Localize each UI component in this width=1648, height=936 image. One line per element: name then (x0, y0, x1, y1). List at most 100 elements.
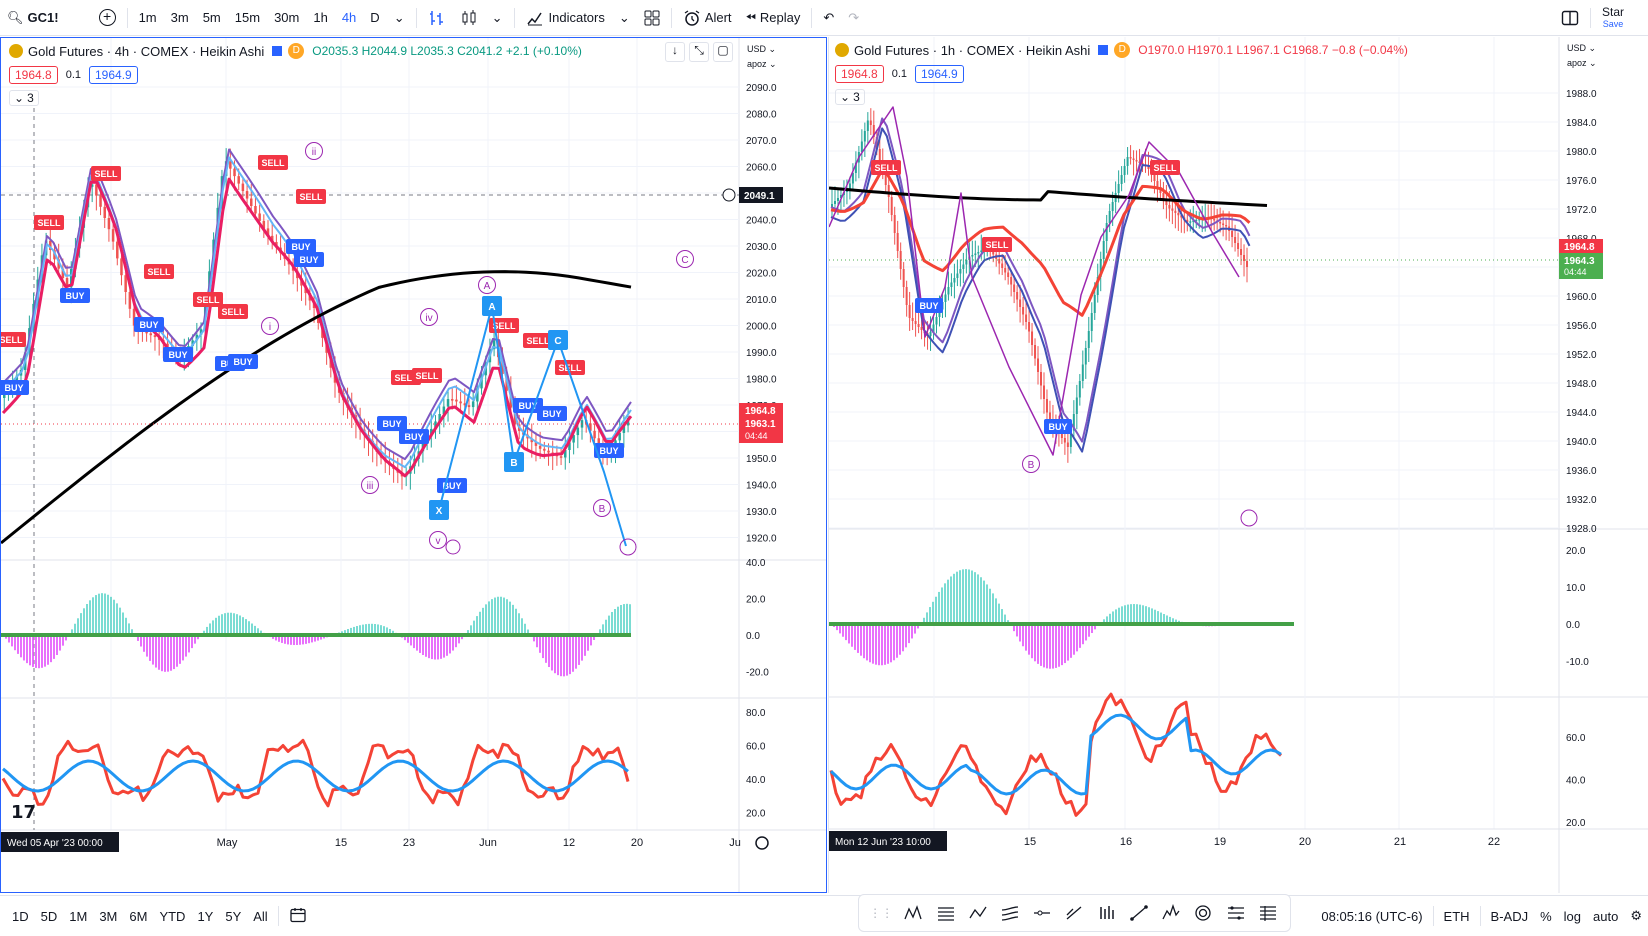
abc-pattern-icon[interactable] (966, 901, 990, 925)
oscillator-bar (518, 613, 520, 635)
add-alert-icon[interactable] (722, 188, 736, 202)
session-toggle[interactable]: ETH (1443, 908, 1470, 924)
fib-retracement-icon[interactable] (934, 901, 958, 925)
chevron-down-icon: ⌄ (393, 9, 405, 25)
right-bid-price[interactable]: 1964.8 (835, 65, 884, 83)
buy-signal-label: BUY (299, 255, 318, 265)
scale-mode-selector[interactable]: apoz ⌄ (1567, 58, 1597, 68)
trend-angle-icon[interactable] (1062, 901, 1086, 925)
oscillator-bar (470, 625, 472, 635)
interval-dropdown[interactable]: ⌄ (387, 0, 412, 36)
goto-date-button[interactable] (283, 906, 313, 927)
range-1y[interactable]: 1Y (197, 908, 214, 924)
fib-channel-icon[interactable] (998, 901, 1022, 925)
redo-button[interactable]: ↷ (841, 0, 866, 36)
alert-button[interactable]: Alert (676, 0, 739, 36)
settings-button[interactable]: ⚙ (1624, 908, 1648, 924)
percent-scale-toggle[interactable]: % (1540, 908, 1552, 924)
clock-readout[interactable]: 08:05:16 (UTC-6) (1321, 908, 1423, 924)
right-chart-title[interactable]: Gold Futures · 1h · COMEX · Heikin Ashi (854, 42, 1091, 58)
heikin-ashi-candle (149, 333, 153, 336)
time-tick-label: Ju (729, 837, 741, 849)
right-chart-canvas[interactable]: 1988.01984.01980.01976.01972.01968.01964… (829, 37, 1648, 893)
adjustment-toggle[interactable]: B-ADJ (1490, 908, 1529, 924)
range-all[interactable]: All (253, 908, 268, 924)
compare-add-button[interactable]: + (92, 0, 123, 36)
interval-15m[interactable]: 15m (234, 10, 261, 25)
oscillator-bar (1067, 624, 1069, 661)
time-tick-label: 21 (1394, 836, 1406, 848)
left-ask-price[interactable]: 1964.9 (89, 66, 138, 84)
oscillator-bar (950, 576, 952, 624)
gann-fan-icon[interactable] (1256, 901, 1280, 925)
range-3m[interactable]: 3M (99, 908, 118, 924)
chart-type-bars-button[interactable] (421, 0, 453, 36)
collapse-button[interactable]: ⤡ (689, 42, 709, 62)
range-5y[interactable]: 5Y (225, 908, 242, 924)
undo-button[interactable]: ↶ (816, 0, 841, 36)
indicators-button[interactable]: Indicators (519, 0, 612, 36)
maximize-button[interactable]: ▢ (713, 42, 733, 62)
heikin-ashi-candle (1075, 397, 1078, 414)
heikin-ashi-candle (199, 329, 203, 335)
oscillator-bar (509, 601, 511, 635)
left-chart-title[interactable]: Gold Futures · 4h · COMEX · Heikin Ashi (28, 43, 265, 59)
interval-1h[interactable]: 1h (313, 10, 328, 25)
right-ask-price[interactable]: 1964.9 (915, 65, 964, 83)
range-1d[interactable]: 1D (12, 908, 29, 924)
interval-4h[interactable]: 4h (341, 10, 357, 25)
save-layout-button[interactable]: Star Save (1595, 0, 1648, 36)
interval-30m[interactable]: 30m (274, 10, 300, 25)
gear-icon[interactable] (755, 836, 769, 850)
left-indicator-toggle[interactable]: ⌄ 3 (9, 90, 39, 106)
chart-type-dropdown[interactable]: ⌄ (485, 0, 510, 36)
bars-pattern-icon[interactable] (1095, 901, 1119, 925)
layout-button[interactable] (637, 0, 667, 36)
right-chart-pane[interactable]: 1988.01984.01980.01976.01972.01968.01964… (828, 37, 1648, 893)
interval-d[interactable]: D (370, 10, 380, 25)
log-scale-toggle[interactable]: log (1563, 908, 1582, 924)
symbol-search[interactable]: 🔍︎ GC1! (0, 0, 66, 36)
oscillator-bar (344, 630, 346, 635)
trend-line-icon[interactable] (1127, 901, 1151, 925)
osc-tick-label: 10.0 (1566, 583, 1586, 594)
heikin-ashi-candle (1060, 433, 1063, 438)
replay-button[interactable]: ⏪︎ Replay (739, 0, 808, 36)
right-indicator-toggle[interactable]: ⌄ 3 (835, 89, 865, 105)
xabcd-pattern-icon[interactable] (901, 901, 925, 925)
heikin-ashi-candle (258, 213, 261, 221)
range-5d[interactable]: 5D (40, 908, 58, 924)
arrow-down-button[interactable]: ↓ (665, 42, 685, 62)
currency-selector[interactable]: USD ⌄ (1567, 43, 1596, 53)
oscillator-bar (296, 635, 298, 645)
heikin-ashi-candle (69, 268, 73, 288)
interval-3m[interactable]: 3m (170, 10, 189, 25)
spiral-icon[interactable] (1191, 901, 1215, 925)
interval-1m[interactable]: 1m (138, 10, 157, 25)
range-6m[interactable]: 6M (129, 908, 148, 924)
fib-timezone-icon[interactable] (1224, 901, 1248, 925)
head-shoulders-icon[interactable] (1159, 901, 1183, 925)
lightning-icon[interactable] (619, 538, 637, 556)
alert-label: Alert (704, 10, 732, 25)
oscillator-bar (995, 598, 997, 624)
lightning-icon[interactable] (1240, 509, 1258, 527)
currency-selector[interactable]: USD ⌄ (747, 44, 776, 54)
lightning-icon[interactable] (445, 539, 461, 555)
layout-split-button[interactable] (1554, 0, 1586, 36)
heikin-ashi-candle (580, 420, 584, 428)
auto-scale-toggle[interactable]: auto (1593, 908, 1619, 924)
range-ytd[interactable]: YTD (159, 908, 186, 924)
range-1m[interactable]: 1M (69, 908, 88, 924)
indicators-dropdown[interactable]: ⌄ (612, 0, 637, 36)
heikin-ashi-candle (1099, 259, 1102, 277)
drag-handle-icon[interactable]: ⋮⋮ (869, 906, 894, 920)
chart-type-candles-button[interactable] (453, 0, 485, 36)
left-chart-canvas[interactable]: 2090.02080.02070.02060.02050.02040.02030… (1, 38, 826, 892)
interval-5m[interactable]: 5m (202, 10, 221, 25)
left-bid-price[interactable]: 1964.8 (9, 66, 58, 84)
horizontal-ray-icon[interactable] (1030, 901, 1054, 925)
oscillator-bar (500, 596, 502, 635)
left-chart-pane[interactable]: 2090.02080.02070.02060.02050.02040.02030… (0, 37, 827, 893)
scale-mode-selector[interactable]: apoz ⌄ (747, 59, 777, 69)
